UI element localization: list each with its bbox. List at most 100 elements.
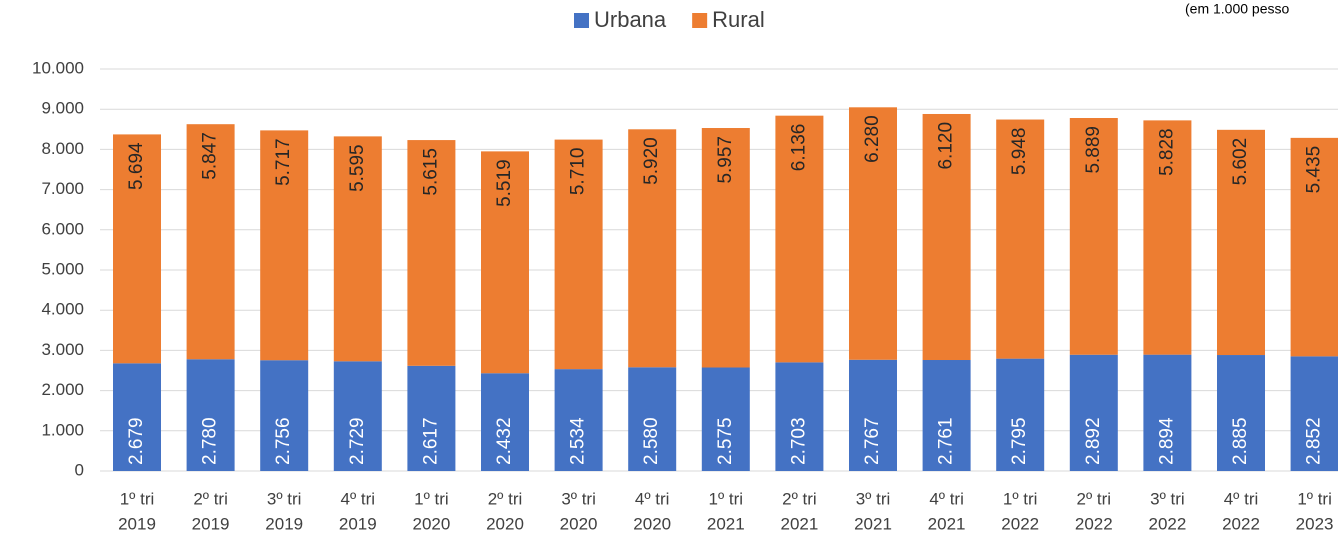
value-label: 5.828 [1156, 128, 1177, 176]
value-label: 2.885 [1230, 417, 1251, 465]
x-tick-label: 2º tri [782, 489, 817, 508]
bar-segment [775, 115, 824, 363]
value-label: 2.767 [862, 417, 883, 465]
bar-segment [1290, 356, 1338, 471]
bar-segment [996, 119, 1045, 359]
value-label: 2.703 [788, 417, 809, 465]
bar-segment [333, 136, 382, 362]
y-tick-label: 2.000 [41, 380, 84, 399]
x-tick-label: 3º tri [267, 489, 302, 508]
x-tick-label: 2019 [118, 514, 156, 533]
x-tick-label: 2021 [707, 514, 745, 533]
x-tick-label: 2019 [192, 514, 230, 533]
x-tick-label: 2021 [780, 514, 818, 533]
x-tick-label: 4º tri [1224, 489, 1259, 508]
x-tick-label: 1º tri [1003, 489, 1038, 508]
bar-segment [628, 367, 677, 471]
x-tick-label: 2022 [1148, 514, 1186, 533]
x-tick-label: 4º tri [341, 489, 376, 508]
x-tick-label: 4º tri [635, 489, 670, 508]
x-tick-label: 2023 [1296, 514, 1334, 533]
value-label: 2.679 [126, 417, 147, 465]
value-label: 2.795 [1009, 417, 1030, 465]
y-tick-label: 4.000 [41, 300, 84, 319]
legend-label: Rural [712, 7, 765, 32]
value-label: 2.432 [494, 417, 515, 465]
value-label: 6.136 [788, 124, 809, 172]
bar-segment [481, 373, 529, 471]
value-label: 5.920 [641, 137, 662, 185]
value-label: 5.615 [420, 148, 441, 196]
value-label: 6.280 [862, 115, 883, 163]
bar-segment [333, 361, 382, 471]
x-tick-label: 2º tri [1077, 489, 1112, 508]
legend-swatch [692, 13, 708, 28]
annotation: (em 1.000 pesso [1185, 1, 1289, 17]
y-tick-label: 5.000 [41, 259, 84, 278]
bar-segment [554, 369, 603, 471]
value-label: 2.780 [200, 417, 221, 465]
bar-segment [1069, 118, 1118, 355]
value-label: 2.756 [273, 417, 294, 465]
x-tick-label: 2021 [854, 514, 892, 533]
x-tick-label: 1º tri [709, 489, 744, 508]
bar-segment [1069, 354, 1118, 471]
x-tick-label: 2022 [1222, 514, 1260, 533]
value-label: 2.580 [641, 417, 662, 465]
value-label: 5.435 [1304, 146, 1325, 194]
x-tick-label: 2020 [633, 514, 671, 533]
bar-segment [849, 359, 897, 471]
x-tick-label: 2020 [560, 514, 598, 533]
x-tick-label: 1º tri [1297, 489, 1332, 508]
x-tick-label: 2020 [412, 514, 450, 533]
value-label: 5.519 [494, 159, 515, 207]
value-label: 5.602 [1230, 138, 1251, 186]
y-tick-label: 3.000 [41, 340, 84, 359]
bar-segment [260, 360, 309, 471]
value-label: 5.889 [1083, 126, 1104, 174]
value-label: 2.575 [715, 417, 736, 465]
y-tick-label: 6.000 [41, 219, 84, 238]
x-tick-label: 2º tri [488, 489, 523, 508]
bar-segment [849, 107, 897, 360]
bar-segment [1143, 354, 1192, 471]
x-tick-label: 2019 [339, 514, 377, 533]
x-tick-label: 4º tri [929, 489, 964, 508]
x-tick-label: 1º tri [414, 489, 449, 508]
value-label: 2.534 [568, 417, 589, 465]
y-tick-label: 0 [75, 460, 84, 479]
x-tick-label: 3º tri [1150, 489, 1185, 508]
value-label: 5.710 [568, 148, 589, 196]
bar-segment [922, 360, 971, 471]
bar-segment [113, 134, 161, 364]
bar-segment [701, 367, 750, 471]
bar-segment [996, 358, 1045, 471]
bar-segment [407, 365, 456, 471]
bar-segment [554, 139, 603, 370]
x-tick-label: 2021 [928, 514, 966, 533]
value-label: 5.847 [200, 132, 221, 180]
y-tick-label: 10.000 [32, 58, 84, 77]
bar-segment [407, 140, 456, 366]
value-label: 2.761 [936, 417, 957, 465]
bar-segment [186, 359, 235, 471]
y-tick-label: 8.000 [41, 139, 84, 158]
value-label: 5.957 [715, 136, 736, 184]
bar-segment [701, 128, 750, 368]
value-label: 2.894 [1156, 417, 1177, 465]
legend-swatch [574, 13, 589, 28]
x-tick-label: 2022 [1075, 514, 1113, 533]
value-label: 2.852 [1304, 417, 1325, 465]
bar-segment [186, 124, 235, 360]
bar-segment [481, 151, 529, 374]
x-tick-label: 2020 [486, 514, 524, 533]
value-label: 6.120 [936, 122, 957, 170]
value-label: 5.694 [126, 142, 147, 190]
x-tick-label: 3º tri [856, 489, 891, 508]
y-tick-label: 1.000 [41, 420, 84, 439]
bar-segment [260, 130, 309, 361]
bar-segment [922, 113, 971, 361]
bar-segment [1290, 137, 1338, 357]
bar-segment [113, 363, 161, 471]
value-label: 2.892 [1083, 417, 1104, 465]
